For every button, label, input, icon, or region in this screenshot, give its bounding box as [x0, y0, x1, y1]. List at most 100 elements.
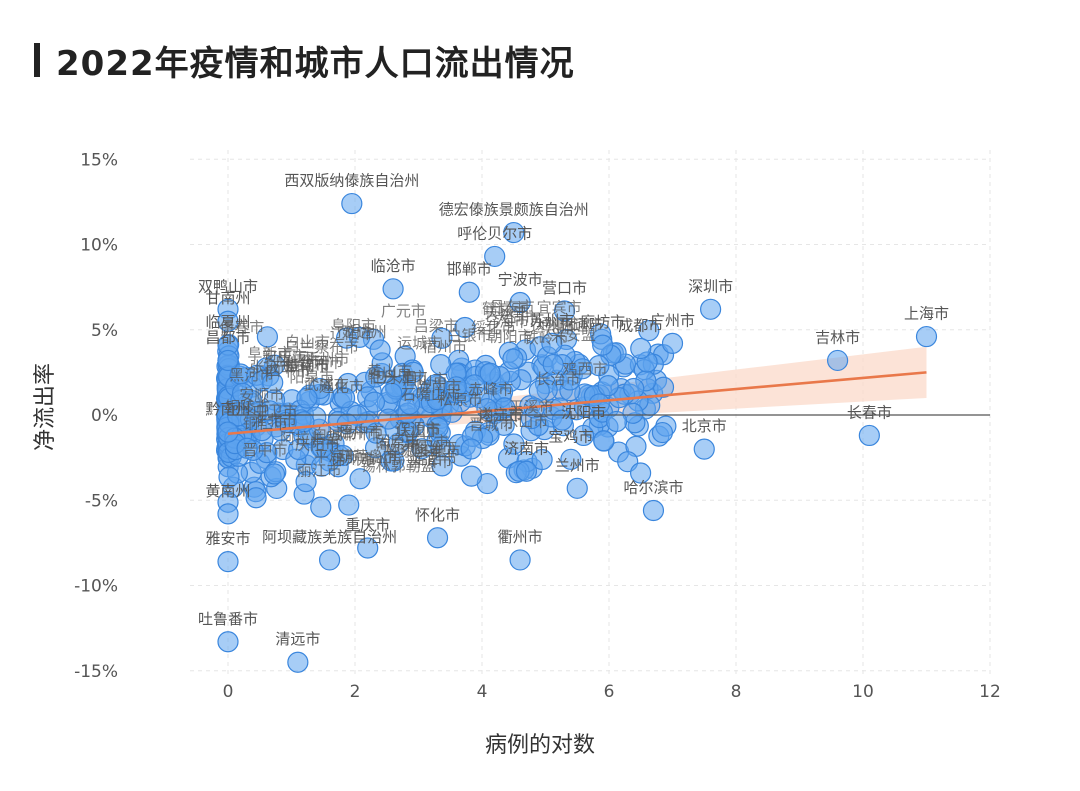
point-label: 邯郸市	[447, 260, 492, 278]
data-point	[236, 437, 258, 459]
city-label: 玉溪市	[509, 398, 554, 416]
labeled-point	[484, 245, 506, 268]
data-point	[503, 433, 525, 455]
city-label: 长治市	[535, 370, 580, 388]
point-label: 营口市	[542, 279, 587, 297]
labeled-point	[217, 503, 239, 525]
y-tick-label: 0%	[91, 406, 118, 426]
data-point	[630, 462, 652, 484]
labeled-point	[217, 310, 239, 332]
labeled-point	[287, 651, 309, 673]
data-point	[597, 375, 619, 397]
x-tick-label: 2	[350, 682, 361, 702]
city-label: 石嘴山市	[401, 385, 461, 403]
data-point	[218, 466, 240, 488]
city-label: 白城市	[312, 426, 357, 444]
x-tick-label: 0	[223, 682, 234, 702]
city-label: 伊春市	[219, 318, 264, 336]
city-label: 辽阳市	[330, 324, 375, 342]
label-layer: 广元市遂宁市内江市乐山市宜宾市达州市巴中市资阳市眉山市安顺市毕节市铜仁市曲靖市玉…	[198, 172, 949, 649]
city-label: 毕节市	[404, 433, 449, 451]
data-point	[605, 410, 628, 433]
point-label: 深圳市	[688, 277, 733, 295]
labeled-point	[426, 527, 449, 549]
y-tick-label: 5%	[91, 321, 118, 341]
city-label: 七台河市	[283, 354, 343, 372]
labeled-point	[458, 281, 480, 303]
data-point	[245, 487, 267, 509]
city-label: 丽江市	[297, 461, 342, 479]
city-label: 巴中市	[339, 423, 384, 441]
labeled-point	[566, 477, 588, 499]
city-label: 白银市	[447, 327, 492, 345]
data-point	[296, 387, 318, 409]
data-point	[310, 496, 332, 518]
data-point	[256, 326, 279, 348]
data-point	[399, 393, 421, 415]
point-label: 兰州市	[555, 456, 600, 474]
city-label: 铜陵市	[225, 398, 270, 416]
data-point	[502, 348, 524, 370]
point-label: 吉林市	[815, 328, 860, 346]
city-label: 陇南市	[416, 377, 461, 395]
point-label: 济南市	[504, 439, 549, 457]
point-label: 成都市	[618, 317, 663, 335]
city-label: 运城市	[397, 334, 442, 352]
point-label: 雅安市	[205, 530, 250, 548]
city-label: 晋中市	[242, 441, 287, 459]
data-point	[311, 455, 333, 477]
city-label: 天水市	[485, 304, 530, 322]
city-label: 武威市	[304, 376, 349, 394]
grid-layer	[190, 150, 991, 678]
city-label: 鄂尔多斯市	[386, 442, 461, 460]
data-point	[476, 398, 498, 420]
data-point	[454, 316, 476, 339]
labeled-point	[693, 438, 715, 460]
city-label: 通化市	[319, 378, 364, 396]
city-label: 牡丹江市	[368, 369, 428, 387]
city-label: 广元市	[381, 302, 426, 320]
data-point	[419, 379, 442, 401]
city-label: 宜宾市	[537, 299, 582, 317]
data-point	[430, 354, 452, 376]
point-label: 宝鸡市	[548, 427, 593, 445]
x-tick-label: 12	[979, 682, 1001, 702]
city-label: 兴安盟	[551, 326, 596, 344]
data-point	[288, 438, 310, 461]
city-label: 延边州	[342, 323, 387, 341]
trend-layer	[227, 371, 927, 436]
point-label: 昌都市	[205, 328, 250, 346]
data-point	[431, 327, 453, 349]
data-point	[479, 362, 501, 384]
y-tick-label: 10%	[80, 236, 118, 256]
labeled-point	[915, 325, 938, 348]
point-label: 广州市	[650, 311, 695, 329]
x-tick-label: 8	[731, 682, 742, 702]
city-label: 通辽市	[537, 315, 582, 333]
city-label: 淮南市	[285, 357, 330, 375]
city-label: 阳泉市	[289, 368, 334, 386]
data-point	[338, 494, 360, 516]
point-label: 吐鲁番市	[198, 610, 258, 628]
data-point	[383, 450, 405, 472]
data-point	[542, 353, 564, 376]
city-label: 忻州市	[304, 350, 349, 368]
point-label: 黄南州	[205, 482, 250, 500]
city-label: 固原市	[375, 432, 420, 450]
city-label: 松原市	[438, 391, 483, 409]
x-tick-label: 10	[852, 682, 874, 702]
city-label: 阜新市	[247, 344, 292, 362]
labeled-point	[553, 300, 576, 322]
city-label: 锦州市	[330, 451, 375, 469]
data-point	[332, 444, 354, 467]
city-label: 眉山市	[403, 371, 448, 389]
labeled-point	[592, 334, 614, 356]
labeled-point	[661, 332, 684, 354]
data-point	[651, 421, 674, 444]
data-point	[638, 319, 660, 342]
point-label: 清远市	[275, 630, 320, 648]
city-label: 达州市	[530, 318, 575, 336]
labeled-point	[509, 549, 531, 571]
city-label: 阜阳市	[331, 316, 376, 334]
